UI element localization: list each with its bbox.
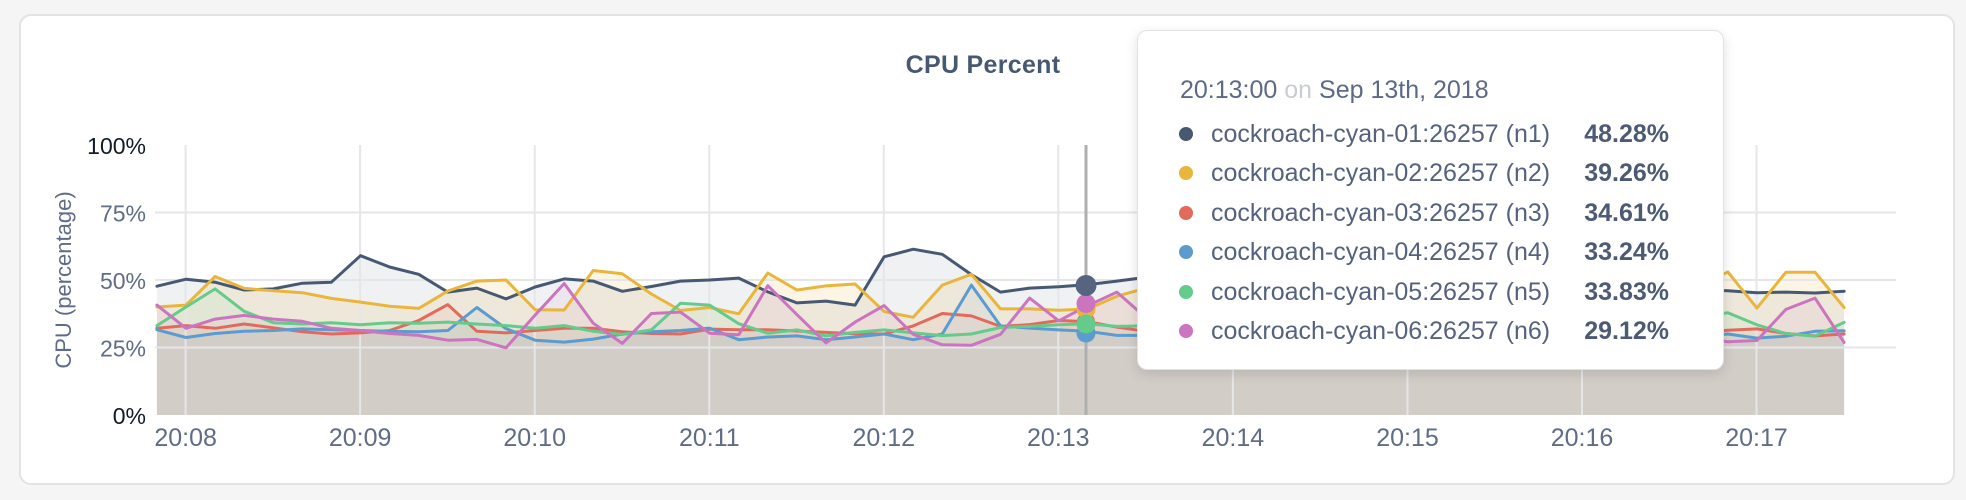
svg-text:0%: 0% bbox=[113, 403, 146, 429]
svg-text:CPU (percentage): CPU (percentage) bbox=[51, 191, 76, 368]
svg-text:20:15: 20:15 bbox=[1376, 424, 1439, 452]
svg-text:20:12: 20:12 bbox=[853, 424, 916, 452]
svg-text:20:10: 20:10 bbox=[503, 424, 566, 452]
svg-text:20:13: 20:13 bbox=[1027, 424, 1090, 452]
svg-text:100%: 100% bbox=[87, 133, 146, 159]
svg-text:20:14: 20:14 bbox=[1202, 424, 1265, 452]
svg-text:20:16: 20:16 bbox=[1551, 424, 1614, 452]
svg-text:50%: 50% bbox=[100, 268, 146, 294]
svg-text:20:11: 20:11 bbox=[679, 424, 740, 452]
svg-text:20:09: 20:09 bbox=[329, 424, 392, 452]
svg-text:25%: 25% bbox=[100, 336, 146, 362]
svg-text:75%: 75% bbox=[100, 201, 146, 227]
svg-text:20:08: 20:08 bbox=[154, 424, 217, 452]
svg-text:20:17: 20:17 bbox=[1725, 424, 1788, 452]
